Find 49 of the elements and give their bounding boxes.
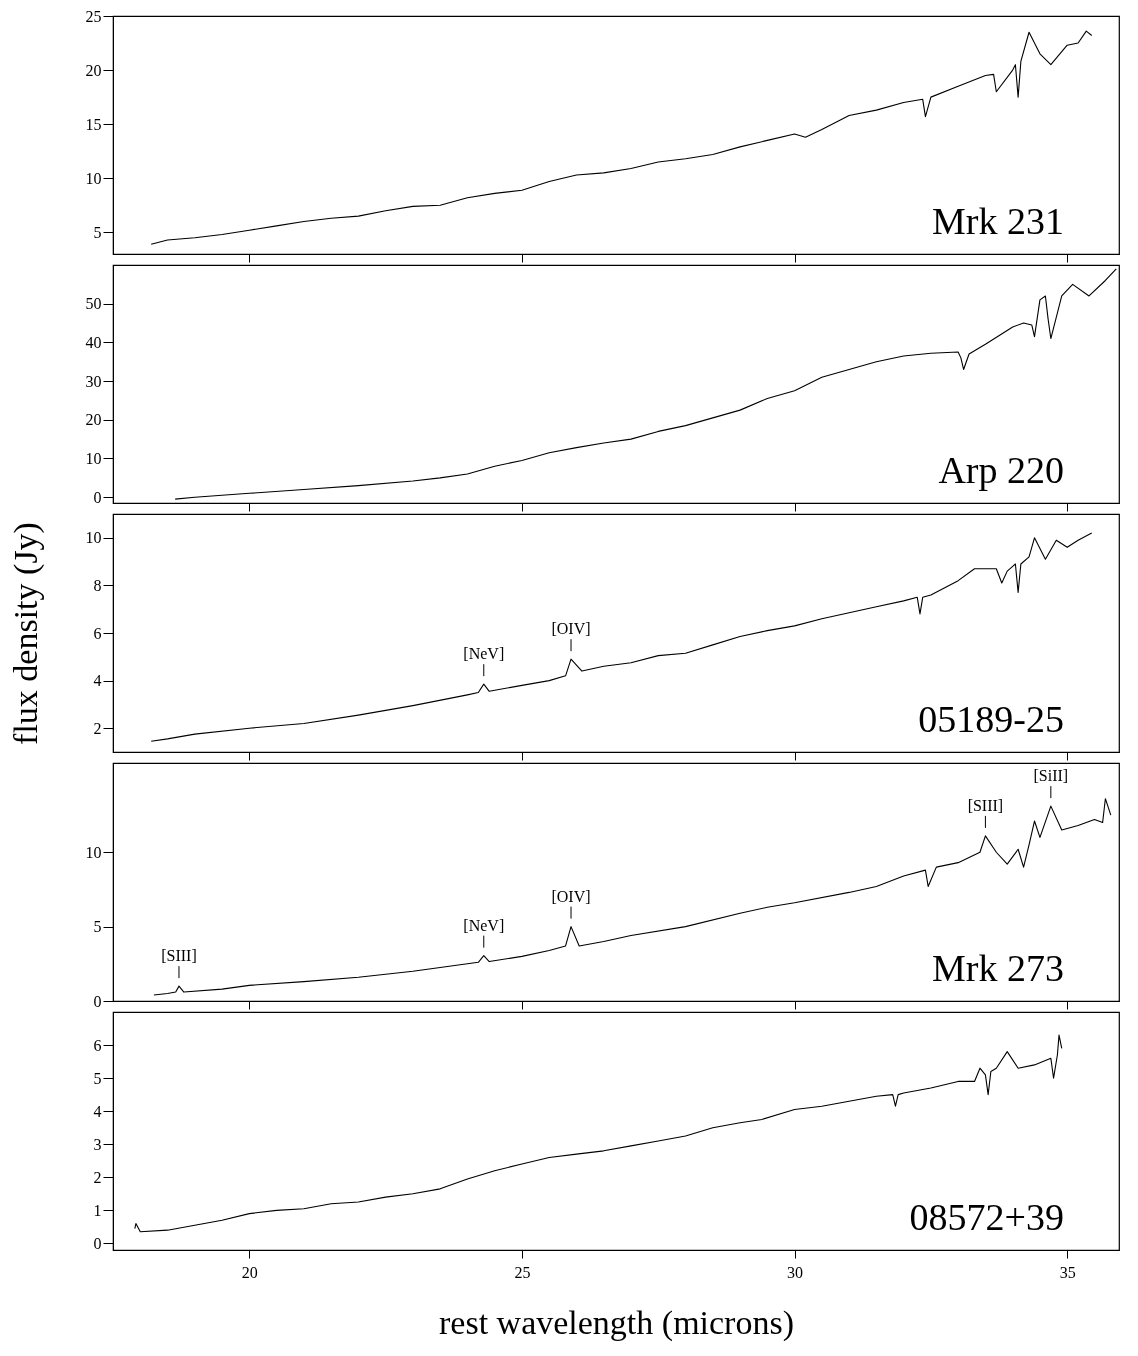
y-tick-label: 10: [85, 843, 102, 861]
series-label: Mrk 273: [932, 947, 1064, 989]
annotation: [SIII]: [967, 796, 1004, 814]
y-tick-label: 5: [93, 1069, 102, 1087]
line-series: [134, 1034, 1063, 1233]
y-tick-label: 5: [93, 918, 102, 936]
y-tick-label: 20: [85, 411, 102, 429]
y-tick-label: 5: [93, 223, 102, 241]
y-tick-label: 0: [93, 1234, 102, 1252]
annotation: [OIV]: [551, 620, 591, 638]
y-tick-label: 4: [93, 672, 102, 690]
y-tick-label: 2: [93, 1168, 102, 1186]
y-tick-label: 10: [85, 450, 102, 467]
y-tick-label: 1: [93, 1201, 102, 1219]
y-tick-label: 50: [85, 295, 102, 313]
line-series: [150, 30, 1093, 245]
line-series: [153, 798, 1112, 996]
y-tick-label: 8: [93, 576, 102, 594]
y-tick-label: 25: [85, 7, 102, 25]
y-tick-label: 2: [93, 719, 102, 737]
annotation: [SIII]: [161, 947, 197, 965]
x-tick-label: 30: [787, 1263, 804, 1281]
line-series: [150, 532, 1093, 742]
y-tick-label: 6: [93, 1036, 102, 1054]
y-tick-label: 0: [93, 992, 102, 1010]
text: Mrk 231: [932, 200, 1064, 242]
x-axis-title: rest wavelength (microns): [439, 1303, 794, 1342]
x-tick-label: 20: [241, 1263, 258, 1281]
x-tick-label: 25: [514, 1263, 531, 1281]
y-tick-label: 10: [85, 529, 102, 547]
annotation: [SiII]: [1033, 767, 1069, 785]
y-tick-label: 30: [85, 372, 102, 390]
annotation: [OIV]: [551, 887, 591, 905]
y-tick-label: 0: [93, 488, 102, 506]
annotation: [NeV]: [463, 916, 505, 934]
y-tick-label: 4: [93, 1102, 102, 1120]
y-tick-label: 20: [85, 61, 102, 79]
text: 05189-25: [918, 698, 1064, 740]
text: 08572+39: [909, 1196, 1064, 1238]
y-tick-label: 15: [85, 115, 102, 133]
y-tick-label: 3: [93, 1135, 102, 1153]
x-tick-label: 35: [1059, 1263, 1076, 1281]
y-axis-title: flux density (Jy): [6, 522, 45, 745]
line-series: [174, 268, 1117, 500]
y-tick-label: 6: [93, 624, 102, 642]
annotation: [NeV]: [463, 645, 505, 663]
y-tick-label: 40: [85, 333, 102, 351]
text: Arp 220: [938, 449, 1064, 491]
y-tick-label: 10: [85, 169, 102, 187]
